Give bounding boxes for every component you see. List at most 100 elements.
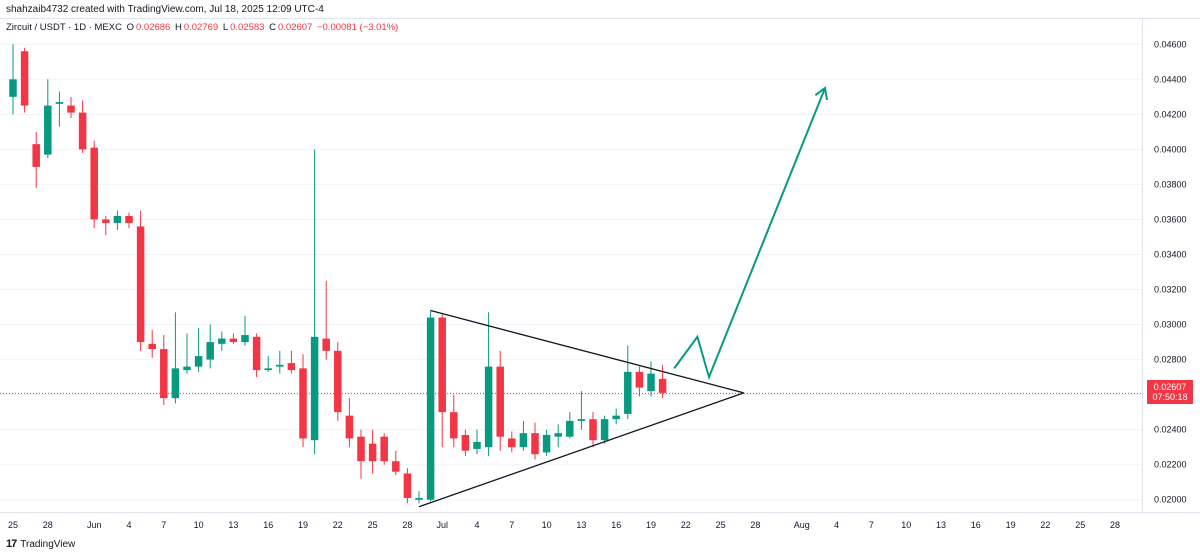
- high-label: H: [174, 22, 182, 33]
- x-tick-label: 4: [474, 520, 479, 530]
- candle-body: [241, 335, 249, 343]
- author-line: shahzaib4732 created with TradingView.co…: [6, 4, 324, 15]
- candle-body: [496, 366, 504, 437]
- candle-body: [542, 434, 551, 453]
- candle-body: [600, 419, 609, 441]
- candle-body: [484, 366, 493, 448]
- y-tick-label: 0.04000: [1154, 144, 1187, 154]
- candle-body: [183, 366, 191, 371]
- candle-body: [322, 338, 330, 351]
- x-tick-label: 7: [509, 520, 514, 530]
- candle-body: [647, 373, 655, 392]
- candle-body: [44, 105, 52, 155]
- candle-body: [589, 419, 597, 441]
- low-value: 0.02583: [230, 22, 265, 33]
- candle-body: [577, 419, 586, 421]
- x-tick-label: 22: [1040, 520, 1050, 530]
- candle-body: [67, 105, 75, 113]
- candle-body: [20, 51, 29, 106]
- x-tick-label: 10: [194, 520, 204, 530]
- symbol-legend: Zircuit / USDT · 1D · MEXC O 0.02686 H 0.0…: [6, 22, 400, 33]
- x-tick-label: 7: [869, 520, 874, 530]
- y-tick-label: 0.04400: [1154, 74, 1187, 84]
- y-tick-label: 0.03800: [1154, 179, 1187, 189]
- x-tick-label: 4: [126, 520, 131, 530]
- close-value: 0.02607: [277, 22, 313, 33]
- candle-body: [531, 433, 539, 455]
- y-tick-label: 0.02400: [1154, 425, 1187, 435]
- x-tick-label: 25: [8, 520, 18, 530]
- header-divider: [0, 18, 1200, 19]
- candle-body: [612, 415, 620, 420]
- tradingview-logo[interactable]: 17 TradingView: [6, 538, 75, 550]
- x-tick-label: 25: [1075, 520, 1085, 530]
- candle-body: [194, 356, 203, 367]
- open-value: 0.02686: [135, 22, 171, 33]
- x-tick-label: 28: [1110, 520, 1120, 530]
- candle-body: [9, 79, 17, 97]
- x-tick-label: 25: [368, 520, 378, 530]
- x-tick-label: 19: [646, 520, 656, 530]
- candle-body: [264, 368, 272, 371]
- x-tick-label: 7: [161, 520, 166, 530]
- trendline-lower: [418, 392, 745, 508]
- candle-body: [136, 226, 145, 343]
- candle-body: [32, 144, 40, 167]
- tradingview-logo-text: TradingView: [20, 538, 76, 550]
- candle-body: [113, 215, 122, 223]
- candle-body: [287, 363, 296, 371]
- candle-body: [55, 102, 64, 104]
- y-tick-label: 0.03400: [1154, 249, 1187, 259]
- x-tick-label: 13: [576, 520, 586, 530]
- candle-body: [171, 368, 180, 399]
- tradingview-logo-icon: 17: [6, 538, 17, 550]
- y-tick-label: 0.04600: [1154, 39, 1187, 49]
- x-tick-label: Jul: [436, 520, 448, 530]
- symbol-name[interactable]: Zircuit / USDT · 1D · MEXC: [6, 22, 122, 33]
- change-value: −0.00081 (−3.01%): [316, 22, 399, 33]
- candle-body: [90, 147, 98, 220]
- x-tick-label: 19: [1006, 520, 1016, 530]
- candle-body: [519, 433, 528, 448]
- candle-body: [299, 368, 307, 439]
- candle-body: [403, 473, 412, 498]
- bar-countdown: 07:50:18: [1152, 392, 1188, 402]
- candle-body: [78, 112, 87, 150]
- y-tick-label: 0.02000: [1154, 495, 1187, 505]
- open-label: O: [126, 22, 134, 33]
- last-price-tag: 0.02607 07:50:18: [1147, 380, 1193, 404]
- candle-body: [160, 349, 168, 399]
- x-tick-label: 28: [43, 520, 53, 530]
- y-tick-label: 0.03200: [1154, 285, 1187, 295]
- candle-body: [229, 338, 238, 343]
- y-tick-label: 0.04200: [1154, 109, 1187, 119]
- candle-body: [334, 350, 342, 413]
- x-tick-label: 10: [542, 520, 552, 530]
- x-tick-label: 22: [681, 520, 691, 530]
- trendline-upper: [430, 309, 744, 394]
- candle-body: [426, 317, 435, 500]
- candle-body: [380, 436, 388, 462]
- projection-arrowhead: [814, 86, 828, 101]
- x-tick-label: 22: [333, 520, 343, 530]
- candle-body: [252, 336, 261, 371]
- candle-body: [310, 336, 319, 441]
- candle-body: [148, 343, 156, 350]
- candle-body: [438, 317, 446, 413]
- x-tick-label: 10: [901, 520, 911, 530]
- candle-body: [658, 378, 667, 393]
- candle-body: [368, 443, 377, 462]
- x-tick-label: 19: [298, 520, 308, 530]
- candle-body: [415, 497, 423, 500]
- candle-body: [473, 441, 481, 449]
- x-tick-label: 28: [402, 520, 412, 530]
- price-axis-border: [1142, 18, 1143, 512]
- projection-path: [673, 87, 826, 381]
- candle-body: [345, 415, 354, 439]
- x-tick-label: 25: [716, 520, 726, 530]
- x-tick-label: Aug: [794, 520, 810, 530]
- candle-body: [635, 371, 644, 388]
- x-tick-label: 28: [750, 520, 760, 530]
- y-tick-label: 0.02800: [1154, 355, 1187, 365]
